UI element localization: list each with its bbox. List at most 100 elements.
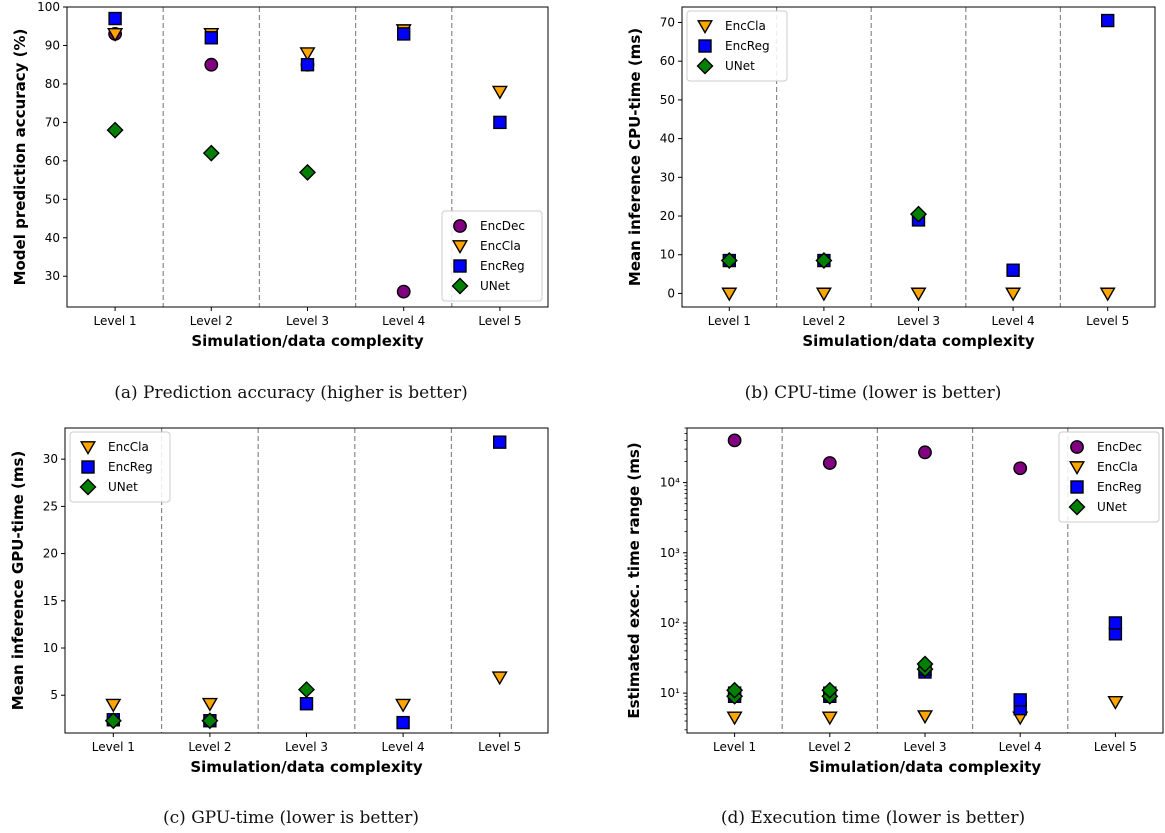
point-enccla	[726, 711, 743, 726]
point-enccla	[916, 710, 934, 725]
legend-box	[686, 10, 788, 82]
legend-marker-enccla	[79, 441, 97, 456]
y-tick-label: 80	[45, 77, 60, 91]
point-enccla	[107, 28, 124, 42]
point-unet	[726, 681, 744, 699]
point-enccla	[1099, 287, 1116, 302]
y-tick-label: 20	[660, 209, 675, 223]
point-encreg	[108, 11, 122, 26]
y-tick-label: 20	[43, 547, 58, 561]
chart-cpu-time: Level 1 Level 2 Level 3 Level 4 Level 5 0 10 20…	[626, 6, 1156, 350]
legend-marker-unet	[696, 57, 714, 75]
point-enccla	[491, 85, 508, 100]
point-encreg	[300, 57, 315, 72]
series-unet	[726, 655, 934, 705]
legend: EncCla EncReg UNet	[686, 10, 788, 82]
legend-label-unet: UNet	[108, 480, 138, 494]
point-unet	[916, 655, 934, 673]
legend-label-enccla: EncCla	[725, 19, 766, 33]
caption-b: (b) CPU-time (lower is better)	[744, 383, 1002, 403]
point-encreg	[1101, 13, 1115, 28]
y-tick-label: 30	[660, 170, 675, 184]
x-tick-label: Level 4	[382, 314, 425, 328]
point-encreg	[1006, 263, 1020, 277]
legend-label-encreg: EncReg	[480, 259, 525, 273]
point-enccla	[491, 671, 508, 686]
x-tick-label: Level 5	[1094, 740, 1137, 754]
point-unet	[815, 252, 833, 270]
point-unet	[720, 252, 738, 270]
x-tick-label: Level 2	[802, 314, 845, 328]
x-tick-label: Level 1	[94, 314, 137, 328]
point-unet	[202, 144, 220, 162]
x-tick-label: Level 4	[999, 740, 1042, 754]
x-tick-label: Level 4	[382, 740, 425, 754]
point-encreg	[1108, 616, 1123, 630]
legend: EncDec EncCla EncReg UNet	[441, 210, 543, 302]
legend: EncCla EncReg UNet	[69, 431, 171, 503]
y-axis-label: Model prediction accuracy (%)	[11, 29, 29, 286]
x-tick-label: Level 2	[808, 740, 851, 754]
legend-marker-encreg	[698, 39, 712, 53]
y-tick-label: 90	[45, 38, 60, 52]
x-tick-label: Level 1	[713, 740, 756, 754]
point-unet	[298, 681, 315, 699]
y-tick-label: 60	[660, 54, 675, 68]
x-axis-label: Simulation/data complexity	[191, 332, 424, 350]
panel-b: Level 1 Level 2 Level 3 Level 4 Level 5 0 10 20…	[582, 0, 1165, 360]
x-tick-label: Level 5	[478, 740, 521, 754]
x-axis-label: Simulation/data complexity	[809, 758, 1042, 776]
y-tick-label: 10³	[660, 546, 680, 560]
y-tick-label: 15	[43, 594, 58, 608]
point-unet	[201, 712, 219, 730]
point-encreg	[1013, 693, 1027, 707]
y-tick-label: 100	[37, 0, 60, 14]
point-enccla	[299, 47, 316, 62]
panel-c: Level 1 Level 2 Level 3 Level 4 Level 5 5 10 15…	[0, 420, 582, 780]
point-unet	[821, 681, 839, 699]
y-tick-label: 0	[667, 286, 675, 300]
x-tick-label: Level 1	[708, 314, 751, 328]
point-encdec	[1013, 461, 1028, 476]
legend-marker-enccla	[696, 20, 714, 35]
legend: EncDec EncCla EncReg UNet	[1058, 431, 1160, 523]
legend-marker-unet	[1068, 498, 1086, 516]
point-encreg	[396, 715, 410, 730]
panel-d: Level 1 Level 2 Level 3 Level 4 Level 5 10¹ 10…	[582, 420, 1165, 780]
legend-marker-encdec	[1070, 440, 1084, 454]
x-tick-label: Level 4	[992, 314, 1035, 328]
x-tick-label: Level 2	[190, 314, 233, 328]
y-tick-label: 60	[45, 154, 60, 168]
point-encdec	[918, 445, 932, 460]
y-tick-label: 10¹	[660, 686, 680, 700]
y-tick-label: 10²	[660, 616, 680, 630]
x-tick-label: Level 3	[286, 314, 329, 328]
y-tick-label: 40	[45, 231, 60, 245]
y-tick-label: 70	[660, 15, 675, 29]
x-axis-label: Simulation/data complexity	[802, 332, 1035, 350]
y-tick-label: 70	[45, 115, 60, 129]
point-encdec	[822, 456, 837, 470]
y-tick-label: 25	[43, 499, 58, 513]
point-encreg	[397, 27, 411, 41]
legend-marker-encreg	[1070, 480, 1084, 494]
legend-marker-encdec	[453, 219, 467, 233]
legend-label-enccla: EncCla	[1097, 460, 1138, 474]
legend-label-unet: UNet	[1097, 500, 1127, 514]
point-encreg	[493, 115, 507, 130]
legend-marker-unet	[79, 478, 97, 496]
y-axis-label: Estimated exec. time range (ms)	[625, 442, 643, 718]
series-unet	[104, 681, 315, 730]
x-tick-label: Level 2	[188, 740, 231, 754]
x-tick-label: Level 3	[897, 314, 940, 328]
legend-box	[1058, 431, 1160, 523]
y-tick-label: 10⁴	[660, 476, 680, 490]
legend-label-unet: UNet	[725, 59, 755, 73]
point-unet	[910, 205, 927, 223]
point-unet	[299, 163, 316, 181]
series-enccla	[726, 695, 1124, 726]
y-tick-label: 50	[45, 192, 60, 206]
y-tick-label: 30	[45, 269, 60, 283]
point-encdec	[396, 284, 411, 299]
point-enccla	[821, 711, 838, 726]
